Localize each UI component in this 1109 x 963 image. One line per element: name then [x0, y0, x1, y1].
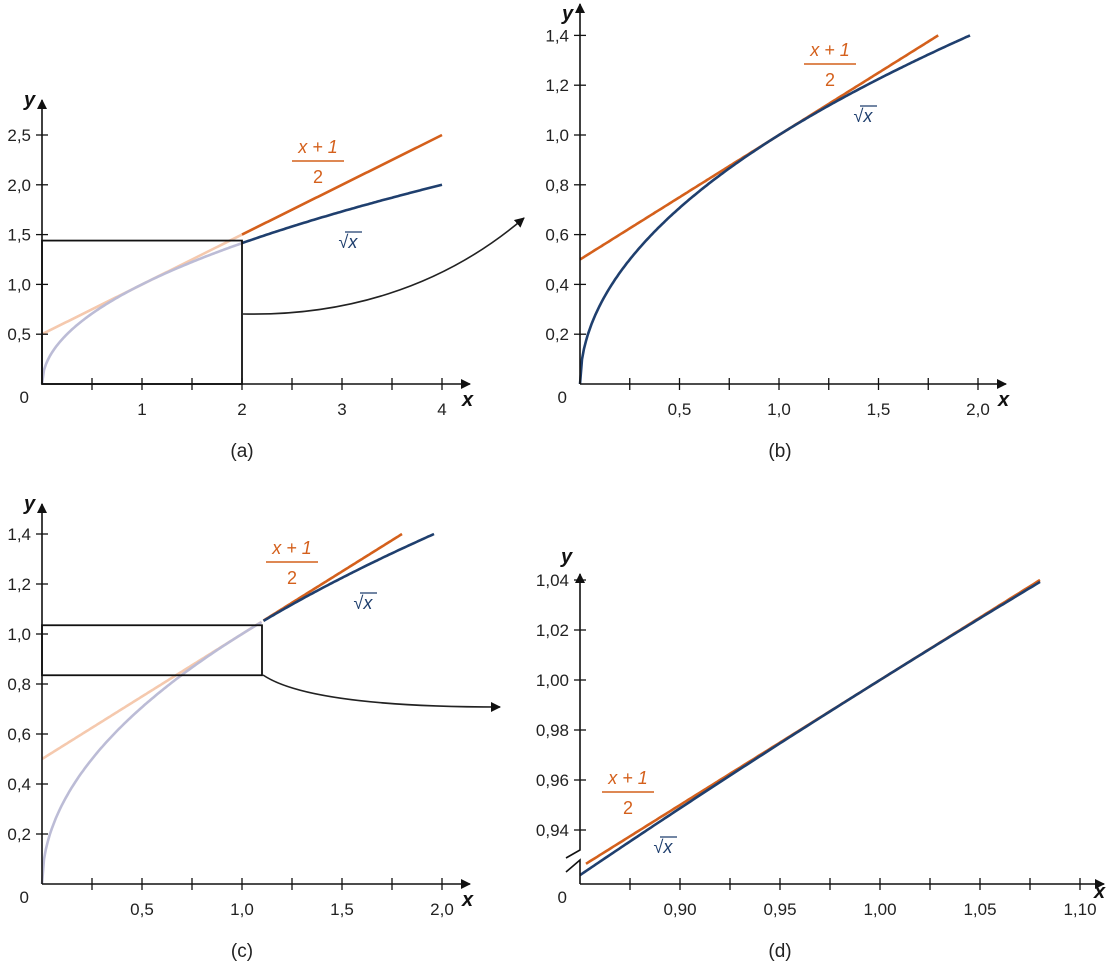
x-tick-label: 0,5: [668, 400, 692, 419]
x-axis-label: x: [997, 389, 1010, 411]
series-sqrt: [262, 532, 435, 623]
x-tick-label: 1,5: [330, 900, 354, 919]
series-sqrt: [241, 183, 443, 245]
origin-label: 0: [558, 388, 567, 407]
y-tick-label: 0,4: [545, 275, 569, 294]
y-axis-label: y: [23, 89, 36, 111]
y-axis-label: y: [561, 3, 574, 25]
sqrt-label: √x: [354, 593, 374, 613]
series-sqrt: [578, 34, 971, 385]
zoom-box: [41, 239, 243, 385]
y-tick-label: 1,2: [545, 76, 569, 95]
y-tick-label: 0,98: [536, 721, 569, 740]
x-tick-label: 0,95: [763, 900, 796, 919]
sqrt-label: √x: [854, 106, 874, 126]
x-tick-label: 1,0: [767, 400, 791, 419]
y-tick-label: 1,2: [7, 575, 31, 594]
x-tick-label: 0,5: [130, 900, 154, 919]
panel-caption: (b): [768, 441, 791, 462]
tangent-label-numerator: x + 1: [297, 137, 338, 157]
y-tick-label: 0,2: [7, 825, 31, 844]
x-tick-label: 2,0: [430, 900, 454, 919]
y-tick-label: 2,5: [7, 126, 31, 145]
x-tick-label: 2,0: [966, 400, 990, 419]
zoom-box: [41, 624, 263, 677]
y-tick-label: 1,0: [7, 625, 31, 644]
y-axis-label: y: [23, 493, 36, 515]
x-axis-label: x: [1093, 881, 1106, 903]
y-tick-label: 0,8: [7, 675, 31, 694]
tangent-label-numerator: x + 1: [809, 40, 850, 60]
y-tick-label: 1,00: [536, 671, 569, 690]
origin-label: 0: [20, 388, 29, 407]
y-tick-label: 1,4: [7, 525, 31, 544]
y-tick-label: 1,4: [545, 26, 569, 45]
y-tick-label: 0,6: [545, 226, 569, 245]
x-tick-label: 2: [237, 400, 246, 419]
panel-d: 0,90 0,95 1,00 1,05 1,10 0,94 0,96 0,98 1,00 1,02…: [536, 546, 1106, 962]
x-tick-label: 0,90: [663, 900, 696, 919]
tangent-label-denominator: 2: [287, 568, 297, 588]
x-tick-label: 3: [337, 400, 346, 419]
x-axis-label: x: [461, 389, 474, 411]
y-axis-break: [565, 858, 581, 884]
y-tick-label: 0,94: [536, 821, 569, 840]
x-axis-label: x: [461, 889, 474, 911]
y-tick-label: 0,2: [545, 325, 569, 344]
panel-caption: (c): [231, 941, 253, 962]
y-tick-label: 1,04: [536, 571, 569, 590]
series-sqrt-faded: [40, 621, 263, 885]
panel-b: 0,5 1,0 1,5 2,0 0,2 0,4 0,6 0,8 1,0 1,2 1,4 0 x y (b) x…: [545, 3, 1010, 462]
y-tick-label: 1,5: [7, 226, 31, 245]
panel-caption: (d): [768, 941, 791, 962]
y-axis: [565, 573, 585, 859]
tangent-label-denominator: 2: [313, 167, 323, 187]
y-axis-label: y: [560, 546, 573, 568]
y-tick-label: 1,02: [536, 621, 569, 640]
zoom-arrow-c-to-d: [262, 674, 501, 712]
y-tick-label: 2,0: [7, 176, 31, 195]
y-tick-label: 0,6: [7, 725, 31, 744]
x-tick-label: 1,00: [863, 900, 896, 919]
y-tick-label: 1,0: [7, 275, 31, 294]
origin-label: 0: [20, 888, 29, 907]
y-tick-label: 0,4: [7, 775, 31, 794]
series-sqrt: [579, 580, 1041, 877]
origin-label: 0: [558, 888, 567, 907]
x-tick-label: 1,0: [230, 900, 254, 919]
y-tick-label: 0,96: [536, 771, 569, 790]
zoom-arrow-a-to-b: [242, 217, 525, 315]
tangent-label-numerator: x + 1: [271, 538, 312, 558]
y-tick-label: 0,5: [7, 325, 31, 344]
y-tick-label: 1,0: [545, 126, 569, 145]
x-tick-label: 1: [137, 400, 146, 419]
tangent-label-denominator: 2: [825, 70, 835, 90]
sqrt-label: √x: [339, 232, 359, 252]
x-tick-label: 1,05: [963, 900, 996, 919]
panel-caption: (a): [230, 441, 253, 462]
x-tick-label: 1,10: [1063, 900, 1096, 919]
panel-a: 1 2 3 4 0,5 1,0 1,5 2,0 2,5 0 x y (a) x + 1 2 √x: [7, 89, 474, 462]
tangent-label-denominator: 2: [623, 798, 633, 818]
panel-c: 0,5 1,0 1,5 2,0 0,2 0,4 0,6 0,8 1,0 1,2 1,4 0 x y (c) x…: [7, 493, 474, 962]
sqrt-label: √x: [654, 837, 674, 857]
x-tick-label: 4: [437, 400, 446, 419]
tangent-label-numerator: x + 1: [607, 768, 648, 788]
x-tick-label: 1,5: [867, 400, 891, 419]
series-tangent: [241, 133, 443, 236]
series-sqrt-faded: [40, 241, 243, 385]
y-tick-label: 0,8: [545, 176, 569, 195]
